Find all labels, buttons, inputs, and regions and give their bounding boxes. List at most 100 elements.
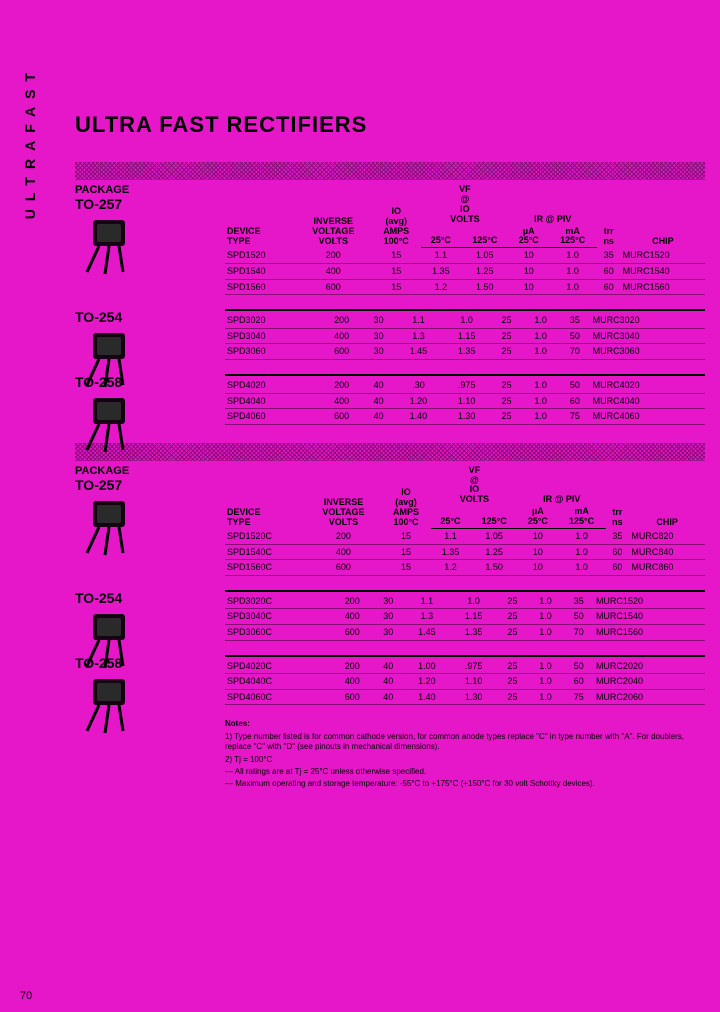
- table-row: SPD3040C 400 30 1.3 1.15 25 1.0 50 MURC1…: [225, 609, 705, 625]
- cell-chip: MURC1540: [621, 263, 705, 279]
- cell-io: 40: [373, 689, 403, 705]
- package-name: TO-258: [75, 374, 225, 390]
- cell-device: SPD3040C: [225, 609, 332, 625]
- cell-ua: 25: [491, 344, 522, 360]
- cell-io: 15: [381, 529, 430, 545]
- note-line: 2) Tj = 100°C: [225, 755, 705, 765]
- cell-vf125: 1.50: [470, 560, 518, 576]
- col-inverse-voltage: INVERSEVOLTAGEVOLTS: [306, 465, 382, 529]
- cell-vf25: 1.3: [394, 328, 442, 344]
- cell-device: SPD3020C: [225, 594, 332, 609]
- cell-vf25: 1.35: [421, 263, 461, 279]
- cell-vf25: 1.3: [403, 609, 450, 625]
- table-row: SPD3020C 200 30 1.1 1.0 25 1.0 35 MURC15…: [225, 594, 705, 609]
- cell-chip: MURC4060: [591, 409, 705, 425]
- col-vf25: 25°C: [431, 506, 471, 528]
- cell-vf25: 1.20: [394, 393, 442, 409]
- cell-vf25: 1.1: [403, 594, 450, 609]
- cell-device: SPD1540C: [225, 544, 306, 560]
- cell-trr: 60: [606, 544, 630, 560]
- cell-chip: MURC840: [629, 544, 705, 560]
- package-icon: [75, 675, 145, 735]
- cell-iv: 200: [332, 594, 373, 609]
- note-line: 1) Type number listed is for common cath…: [225, 732, 705, 753]
- side-label: ULTRAFAST: [22, 65, 38, 219]
- cell-device: SPD1560: [225, 279, 295, 295]
- table-row: SPD1560C 600 15 1.2 1.50 10 1.0 60 MURC8…: [225, 560, 705, 576]
- cell-ma: 1.0: [558, 544, 606, 560]
- cell-ua: 10: [509, 279, 549, 295]
- cell-vf125: 1.30: [450, 689, 497, 705]
- cell-trr: 50: [563, 609, 593, 625]
- cell-ma: 1.0: [549, 263, 597, 279]
- cell-chip: MURC1540: [594, 609, 705, 625]
- package-name: TO-257: [75, 477, 225, 493]
- cell-ma: 1.0: [549, 248, 597, 264]
- cell-chip: MURC860: [629, 560, 705, 576]
- col-vf125: 125°C: [470, 506, 518, 528]
- cell-device: SPD1520C: [225, 529, 306, 545]
- note-line: — Maximum operating and storage temperat…: [225, 779, 705, 789]
- package-label: PACKAGE: [75, 184, 225, 196]
- cell-trr: 60: [559, 393, 590, 409]
- cell-ma: 1.0: [528, 659, 564, 674]
- cell-ma: 1.0: [528, 625, 564, 641]
- cell-trr: 60: [563, 674, 593, 690]
- page-content: ULTRA FAST RECTIFIERS PACKAGE TO-257 DEV…: [75, 112, 705, 792]
- cell-trr: 35: [559, 313, 590, 328]
- table-row: SPD4060 600 40 1.40 1.30 25 1.0 75 MURC4…: [225, 409, 705, 425]
- cell-chip: MURC4020: [591, 378, 705, 393]
- cell-io: 15: [371, 279, 421, 295]
- cell-vf25: 1.20: [403, 674, 450, 690]
- package-section: TO-254 SPD3020C 200 30 1.1 1.0 25 1.0 35…: [75, 590, 705, 641]
- cell-io: 40: [373, 674, 403, 690]
- col-trr: trrns: [597, 184, 621, 248]
- cell-io: 40: [363, 409, 394, 425]
- cell-device: SPD1540: [225, 263, 295, 279]
- table-row: SPD1540C 400 15 1.35 1.25 10 1.0 60 MURC…: [225, 544, 705, 560]
- spec-table: SPD3020C 200 30 1.1 1.0 25 1.0 35 MURC15…: [225, 594, 705, 641]
- col-device: DEVICETYPE: [225, 465, 306, 529]
- note-line: — All ratings are at Tj = 25°C unless ot…: [225, 767, 705, 777]
- cell-vf25: 1.00: [403, 659, 450, 674]
- cell-device: SPD4040: [225, 393, 320, 409]
- cell-ma: 1.0: [522, 344, 559, 360]
- cell-ma: 1.0: [549, 279, 597, 295]
- cell-iv: 400: [320, 393, 363, 409]
- cell-chip: MURC2060: [594, 689, 705, 705]
- cell-vf25: 1.1: [394, 313, 442, 328]
- cell-trr: 75: [563, 689, 593, 705]
- col-device: DEVICETYPE: [225, 184, 295, 248]
- table-row: SPD1540 400 15 1.35 1.25 10 1.0 60 MURC1…: [225, 263, 705, 279]
- table-row: SPD3020 200 30 1.1 1.0 25 1.0 35 MURC302…: [225, 313, 705, 328]
- cell-device: SPD1520: [225, 248, 295, 264]
- cell-chip: MURC1520: [594, 594, 705, 609]
- cell-chip: MURC2020: [594, 659, 705, 674]
- cell-vf125: 1.10: [443, 393, 491, 409]
- package-name: TO-257: [75, 196, 225, 212]
- cell-ma: 1.0: [558, 529, 606, 545]
- cell-ua: 25: [497, 689, 527, 705]
- cell-iv: 600: [332, 625, 373, 641]
- cell-ma: 1.0: [522, 313, 559, 328]
- cell-ua: 10: [509, 248, 549, 264]
- cell-chip: MURC3060: [591, 344, 705, 360]
- cell-io: 15: [371, 248, 421, 264]
- cell-iv: 400: [320, 328, 363, 344]
- cell-trr: 35: [606, 529, 630, 545]
- decorative-bar: [75, 162, 705, 180]
- col-trr: trrns: [606, 465, 630, 529]
- cell-trr: 60: [597, 279, 621, 295]
- cell-trr: 70: [559, 344, 590, 360]
- cell-io: 30: [373, 625, 403, 641]
- table-row: SPD1560 600 15 1.2 1.50 10 1.0 60 MURC15…: [225, 279, 705, 295]
- cell-vf125: .975: [443, 378, 491, 393]
- cell-vf125: 1.0: [443, 313, 491, 328]
- cell-vf25: 1.1: [421, 248, 461, 264]
- col-vf25: 25°C: [421, 226, 461, 248]
- cell-ua: 25: [491, 328, 522, 344]
- cell-io: 40: [363, 393, 394, 409]
- table-row: SPD3060 600 30 1.45 1.35 25 1.0 70 MURC3…: [225, 344, 705, 360]
- cell-ua: 10: [509, 263, 549, 279]
- cell-device: SPD3040: [225, 328, 320, 344]
